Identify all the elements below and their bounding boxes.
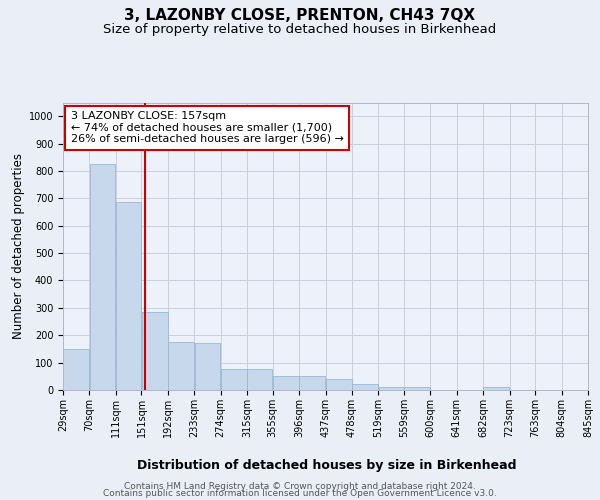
Bar xyxy=(299,376,325,390)
Bar xyxy=(326,378,352,390)
Text: Distribution of detached houses by size in Birkenhead: Distribution of detached houses by size … xyxy=(137,460,517,472)
Bar xyxy=(64,349,89,390)
Bar xyxy=(484,388,509,390)
Bar xyxy=(352,384,378,390)
Text: 3, LAZONBY CLOSE, PRENTON, CH43 7QX: 3, LAZONBY CLOSE, PRENTON, CH43 7QX xyxy=(124,8,476,22)
Bar xyxy=(273,376,299,390)
Text: Contains HM Land Registry data © Crown copyright and database right 2024.: Contains HM Land Registry data © Crown c… xyxy=(124,482,476,491)
Bar xyxy=(90,164,115,390)
Bar xyxy=(379,388,404,390)
Bar xyxy=(194,343,220,390)
Bar xyxy=(221,368,247,390)
Text: Contains public sector information licensed under the Open Government Licence v3: Contains public sector information licen… xyxy=(103,489,497,498)
Y-axis label: Number of detached properties: Number of detached properties xyxy=(11,153,25,340)
Bar xyxy=(247,369,272,390)
Bar xyxy=(142,312,167,390)
Bar xyxy=(404,388,430,390)
Bar xyxy=(116,202,141,390)
Text: 3 LAZONBY CLOSE: 157sqm
← 74% of detached houses are smaller (1,700)
26% of semi: 3 LAZONBY CLOSE: 157sqm ← 74% of detache… xyxy=(71,111,344,144)
Bar xyxy=(168,342,194,390)
Text: Size of property relative to detached houses in Birkenhead: Size of property relative to detached ho… xyxy=(103,22,497,36)
